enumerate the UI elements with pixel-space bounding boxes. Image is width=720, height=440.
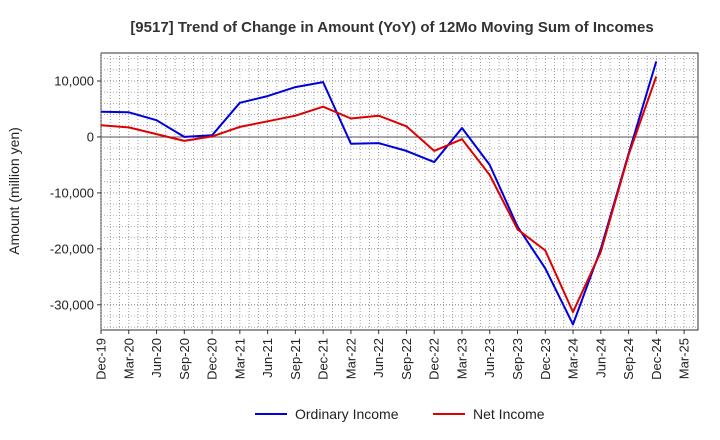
x-tick-label: Mar-22 <box>343 338 358 379</box>
x-axis-ticks: Dec-19 Mar-20 Jun-20 Sep-20 Dec-20 Mar-21 Jun-… <box>94 330 692 380</box>
legend-label-net-income: Net Income <box>473 406 545 422</box>
x-tick-label: Mar-24 <box>566 338 581 379</box>
y-axis-ticks: 10,000 0 -10,000 -20,000 -30,000 <box>50 73 101 312</box>
x-tick-label: Mar-20 <box>121 338 136 379</box>
x-tick-label: Dec-21 <box>316 338 331 380</box>
x-tick-label: Mar-23 <box>454 338 469 379</box>
legend: Ordinary Income Net Income <box>255 406 545 422</box>
y-tick-label: 0 <box>87 129 94 144</box>
grid <box>100 53 698 330</box>
x-tick-label: Jun-22 <box>371 338 386 378</box>
legend-label-ordinary-income: Ordinary Income <box>295 406 399 422</box>
y-tick-label: 10,000 <box>54 73 94 88</box>
y-tick-label: -20,000 <box>50 241 94 256</box>
x-tick-label: Dec-23 <box>538 338 553 380</box>
x-tick-label: Sep-23 <box>510 338 525 380</box>
series-line-ordinary-income <box>100 61 658 326</box>
y-axis-label: Amount (million yen) <box>6 127 22 255</box>
x-tick-label: Mar-25 <box>677 338 692 379</box>
y-tick-label: -30,000 <box>50 297 94 312</box>
series-lines <box>100 61 658 326</box>
x-tick-label: Dec-20 <box>205 338 220 380</box>
y-tick-label: -10,000 <box>50 185 94 200</box>
x-tick-label: Sep-22 <box>399 338 414 380</box>
x-tick-label: Sep-21 <box>288 338 303 380</box>
x-tick-label: Sep-20 <box>177 338 192 380</box>
x-tick-label: Jun-20 <box>149 338 164 378</box>
plot-area <box>100 52 699 331</box>
series-line-net-income <box>100 76 658 314</box>
x-tick-label: Dec-19 <box>94 338 109 380</box>
x-tick-label: Jun-24 <box>593 338 608 378</box>
x-tick-label: Jun-23 <box>482 338 497 378</box>
x-tick-label: Dec-22 <box>427 338 442 380</box>
x-tick-label: Sep-24 <box>621 338 636 380</box>
x-tick-label: Dec-24 <box>649 338 664 380</box>
x-tick-label: Mar-21 <box>232 338 247 379</box>
x-tick-label: Jun-21 <box>260 338 275 378</box>
chart-title: [9517] Trend of Change in Amount (YoY) o… <box>130 19 653 36</box>
